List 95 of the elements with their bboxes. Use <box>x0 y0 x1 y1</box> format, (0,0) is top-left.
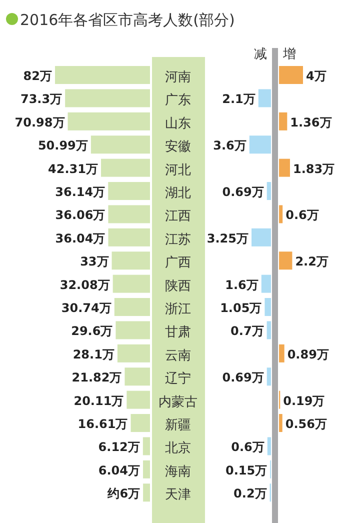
y-tick-label: 云南 <box>165 348 191 364</box>
bar <box>108 205 150 224</box>
bar <box>279 414 282 432</box>
bar <box>108 228 150 246</box>
data-label: 82万 <box>23 69 52 83</box>
data-label: 21.82万 <box>72 370 122 385</box>
y-tick-label: 内蒙古 <box>158 394 198 410</box>
bar <box>112 274 150 293</box>
bar <box>266 368 271 386</box>
chart-title: 2016年各省区市高考人数(部分) <box>20 11 235 29</box>
data-label: 29.6万 <box>71 324 113 338</box>
data-label: 1.83万 <box>292 162 335 176</box>
y-tick-label: 新疆 <box>165 418 191 433</box>
data-label: 0.69万 <box>222 185 264 199</box>
bar <box>279 158 290 177</box>
bar <box>264 298 271 316</box>
bar <box>117 344 150 362</box>
bar <box>65 89 150 108</box>
data-label: 32.08万 <box>60 278 110 292</box>
bar <box>143 484 150 502</box>
data-label: 1.05万 <box>220 301 262 315</box>
data-label: 4万 <box>306 69 326 83</box>
data-label: 0.56万 <box>285 417 327 431</box>
bar <box>261 274 271 293</box>
y-tick-label: 海南 <box>165 464 191 480</box>
bar <box>279 205 283 224</box>
y-tick-label: 湖北 <box>165 186 191 201</box>
data-label: 36.06万 <box>55 208 106 222</box>
bar <box>100 158 150 177</box>
data-label: 36.14万 <box>55 185 106 199</box>
bar <box>126 390 150 409</box>
y-tick-label: 浙江 <box>165 302 191 317</box>
data-label: 0.6万 <box>286 208 319 222</box>
x-axis-title: 减 <box>254 47 267 62</box>
data-label: 70.98万 <box>14 115 65 130</box>
bar <box>112 252 150 270</box>
data-label: 42.31万 <box>48 162 98 176</box>
bar <box>108 182 150 200</box>
y-tick-label: 山东 <box>165 116 191 132</box>
data-label: 3.6万 <box>213 138 246 153</box>
data-label: 16.61万 <box>78 417 128 431</box>
y-tick-label: 江西 <box>165 209 191 224</box>
data-label: 50.99万 <box>38 138 88 153</box>
data-label: 1.6万 <box>225 278 258 292</box>
bar <box>68 112 150 130</box>
bar <box>249 136 271 154</box>
data-label: 约6万 <box>106 486 140 501</box>
data-label: 2.1万 <box>222 92 256 106</box>
bar <box>143 460 150 478</box>
bar <box>266 182 271 200</box>
bar <box>114 298 150 316</box>
data-label: 73.3万 <box>20 92 62 106</box>
data-label: 3.25万 <box>206 231 248 246</box>
bar <box>130 414 150 432</box>
y-tick-label: 天津 <box>165 488 191 503</box>
bar <box>279 66 303 84</box>
data-label: 0.19万 <box>283 394 325 408</box>
y-tick-label: 江苏 <box>165 232 191 248</box>
y-tick-label: 广西 <box>165 256 191 271</box>
data-label: 0.7万 <box>230 324 264 338</box>
y-tick-label: 安徽 <box>165 138 191 155</box>
bar <box>142 437 150 456</box>
data-label: 0.2万 <box>234 486 267 501</box>
data-label: 0.6万 <box>231 440 264 454</box>
y-tick-label: 河北 <box>165 162 191 178</box>
data-label: 30.74万 <box>61 301 112 315</box>
bar <box>266 321 271 340</box>
bar <box>124 368 150 386</box>
x-axis-title: 增 <box>282 47 296 62</box>
y-tick-label: 辽宁 <box>165 370 191 387</box>
data-label: 2.2万 <box>295 254 328 269</box>
y-tick-label: 广东 <box>165 93 191 108</box>
data-label: 1.36万 <box>290 115 332 130</box>
data-label: 28.1万 <box>72 347 114 362</box>
data-label: 33万 <box>80 254 109 269</box>
data-label: 20.11万 <box>74 394 124 408</box>
bar <box>116 321 150 340</box>
data-label: 6.12万 <box>98 440 140 454</box>
data-label: 6.04万 <box>98 463 140 478</box>
bar <box>279 252 292 270</box>
bar <box>90 136 150 154</box>
data-label: 0.69万 <box>222 370 264 385</box>
bar <box>258 89 271 108</box>
data-label: 36.04万 <box>55 231 106 246</box>
bar <box>279 344 284 362</box>
bar <box>279 112 288 130</box>
data-label: 0.89万 <box>287 347 329 362</box>
bar <box>55 66 150 84</box>
y-tick-label: 甘肃 <box>165 325 191 340</box>
y-tick-label: 陕西 <box>165 278 191 294</box>
bar <box>252 228 271 246</box>
data-label: 0.15万 <box>225 463 268 478</box>
bar <box>267 437 271 456</box>
y-tick-label: 河南 <box>165 70 191 85</box>
y-tick-label: 北京 <box>165 441 191 456</box>
